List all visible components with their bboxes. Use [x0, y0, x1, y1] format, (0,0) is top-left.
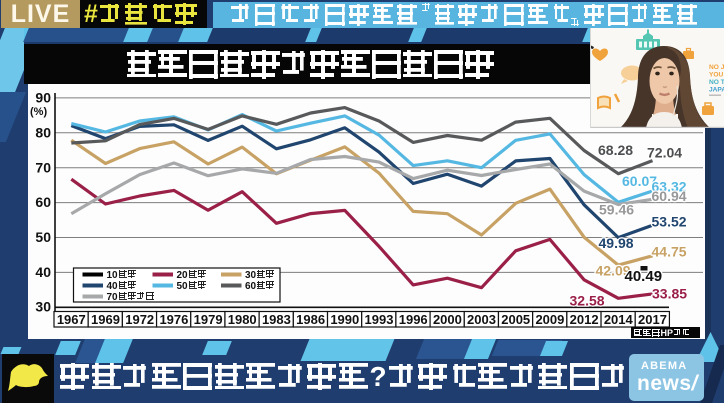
svg-text:2000: 2000: [433, 312, 462, 327]
svg-text:40: 40: [107, 281, 119, 292]
svg-text:2009: 2009: [535, 312, 564, 327]
svg-text:49.98: 49.98: [599, 235, 634, 251]
svg-text:1986: 1986: [296, 312, 325, 327]
svg-text:60: 60: [35, 194, 51, 210]
svg-text:2017: 2017: [638, 312, 667, 327]
svg-text:80: 80: [35, 124, 51, 140]
svg-text:32.58: 32.58: [570, 293, 605, 309]
svg-text:(%): (%): [30, 106, 47, 118]
svg-text:72.04: 72.04: [647, 145, 682, 161]
svg-text:44.75: 44.75: [652, 244, 687, 260]
svg-text:40.49: 40.49: [625, 268, 663, 285]
svg-text:1972: 1972: [125, 312, 154, 327]
svg-text:42.09: 42.09: [596, 263, 631, 279]
svg-text:53.52: 53.52: [652, 214, 687, 230]
svg-text:2005: 2005: [501, 312, 530, 327]
svg-text:60.94: 60.94: [652, 188, 687, 204]
svg-text:63.32: 63.32: [652, 179, 687, 195]
svg-text:1996: 1996: [399, 312, 428, 327]
svg-text:50: 50: [35, 229, 51, 245]
svg-text:1993: 1993: [365, 312, 394, 327]
svg-text:2003: 2003: [467, 312, 496, 327]
svg-text:33.85: 33.85: [652, 286, 687, 302]
svg-text:70: 70: [35, 159, 51, 175]
svg-text:90: 90: [35, 90, 51, 106]
svg-text:30: 30: [245, 270, 257, 281]
svg-text:1983: 1983: [262, 312, 291, 327]
svg-text:NO T: NO T: [709, 79, 724, 86]
svg-text:NO J: NO J: [709, 64, 724, 71]
svg-text:1967: 1967: [57, 312, 86, 327]
svg-text:68.28: 68.28: [598, 142, 633, 158]
svg-text:50: 50: [177, 281, 189, 292]
svg-text:1980: 1980: [228, 312, 257, 327]
svg-text:60: 60: [245, 281, 257, 292]
svg-text:70: 70: [107, 292, 119, 303]
svg-text:YOU: YOU: [709, 72, 724, 79]
svg-text:JAPA: JAPA: [709, 87, 724, 94]
svg-text:1990: 1990: [330, 312, 359, 327]
svg-text:60.07: 60.07: [622, 173, 657, 189]
svg-text:1969: 1969: [91, 312, 120, 327]
svg-text:40: 40: [35, 264, 51, 280]
svg-text:30: 30: [35, 299, 51, 315]
svg-text:2014: 2014: [604, 312, 634, 327]
svg-text:10: 10: [107, 270, 119, 281]
svg-text:1979: 1979: [194, 312, 223, 327]
svg-text:20: 20: [177, 270, 189, 281]
svg-text:59.46: 59.46: [599, 202, 634, 218]
svg-text:2012: 2012: [570, 312, 599, 327]
svg-text:1976: 1976: [159, 312, 188, 327]
